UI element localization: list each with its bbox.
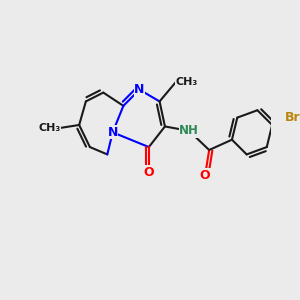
Text: O: O xyxy=(200,169,211,182)
Text: CH₃: CH₃ xyxy=(38,123,60,133)
Text: N: N xyxy=(134,83,145,96)
Text: NH: NH xyxy=(179,124,199,137)
Text: N: N xyxy=(107,126,118,139)
Text: Br: Br xyxy=(284,111,300,124)
Text: CH₃: CH₃ xyxy=(176,77,198,87)
Text: O: O xyxy=(143,166,154,178)
